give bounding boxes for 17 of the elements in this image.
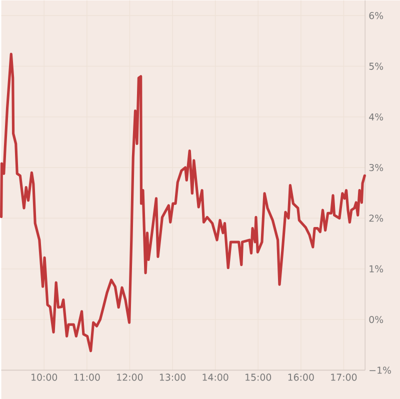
x-tick-label: 13:00 [160,374,186,381]
y-tick-label: 3% [369,164,384,172]
x-tick-label: 10:00 [32,374,58,381]
y-tick-label: −1% [370,366,391,374]
y-tick-label: 2% [369,214,384,222]
y-tick-label: 0% [369,316,384,324]
y-tick-label: 6% [369,12,384,20]
line-series [0,52,366,352]
y-tick-label: 1% [370,265,384,272]
x-tick-label: 12:00 [117,374,143,381]
x-tick-label: 16:00 [288,374,314,381]
x-tick-label: 17:00 [331,374,357,381]
x-tick-label: 11:00 [74,374,100,381]
y-tick-label: 5% [369,62,384,70]
x-tick-label: 14:00 [202,374,228,381]
y-tick-label: 4% [369,113,384,120]
x-tick-label: 15:00 [246,374,272,381]
